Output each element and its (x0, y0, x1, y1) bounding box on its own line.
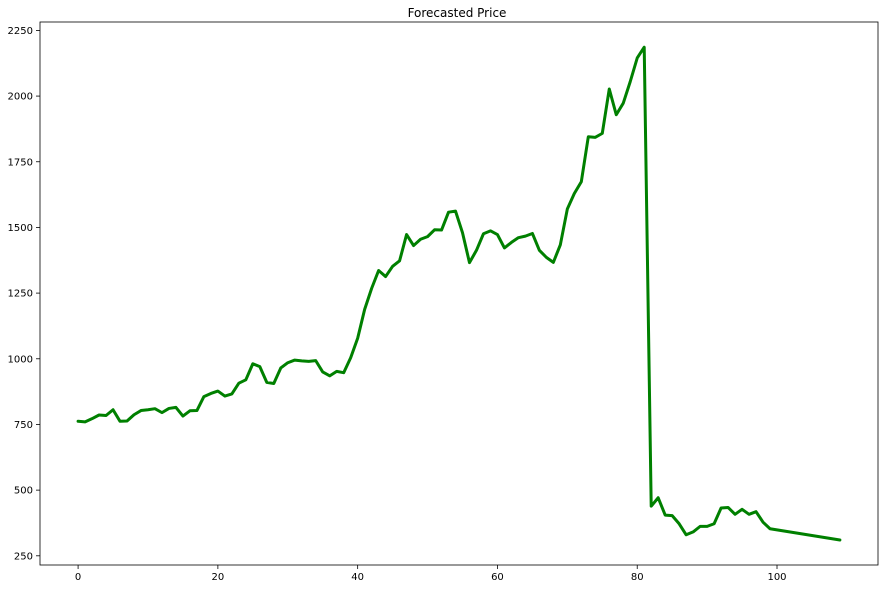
series-line-0 (76, 45, 842, 542)
x-tick-label: 20 (212, 572, 225, 583)
y-tick-label: 1000 (8, 354, 33, 365)
y-tick-label: 1250 (8, 289, 33, 300)
chart-title: Forecasted Price (408, 6, 507, 20)
x-tick-label: 80 (631, 572, 644, 583)
plot-area (39, 21, 879, 566)
y-axis: 250 500 750 1000 1250 1500 1750 2000 2250 (8, 26, 40, 562)
y-tick-label: 1750 (8, 157, 33, 168)
y-tick-label: 500 (14, 486, 33, 497)
x-axis: 0 20 40 60 80 100 (75, 565, 787, 583)
x-tick-label: 0 (75, 572, 81, 583)
plot-frame (39, 21, 879, 566)
y-tick-label: 250 (14, 551, 33, 562)
x-tick-label: 40 (351, 572, 364, 583)
y-tick-label: 1500 (8, 223, 33, 234)
y-tick-label: 750 (14, 420, 33, 431)
y-tick-label: 2250 (8, 26, 33, 37)
y-tick-label: 2000 (8, 92, 33, 103)
x-tick-label: 60 (491, 572, 504, 583)
x-tick-label: 100 (767, 572, 786, 583)
